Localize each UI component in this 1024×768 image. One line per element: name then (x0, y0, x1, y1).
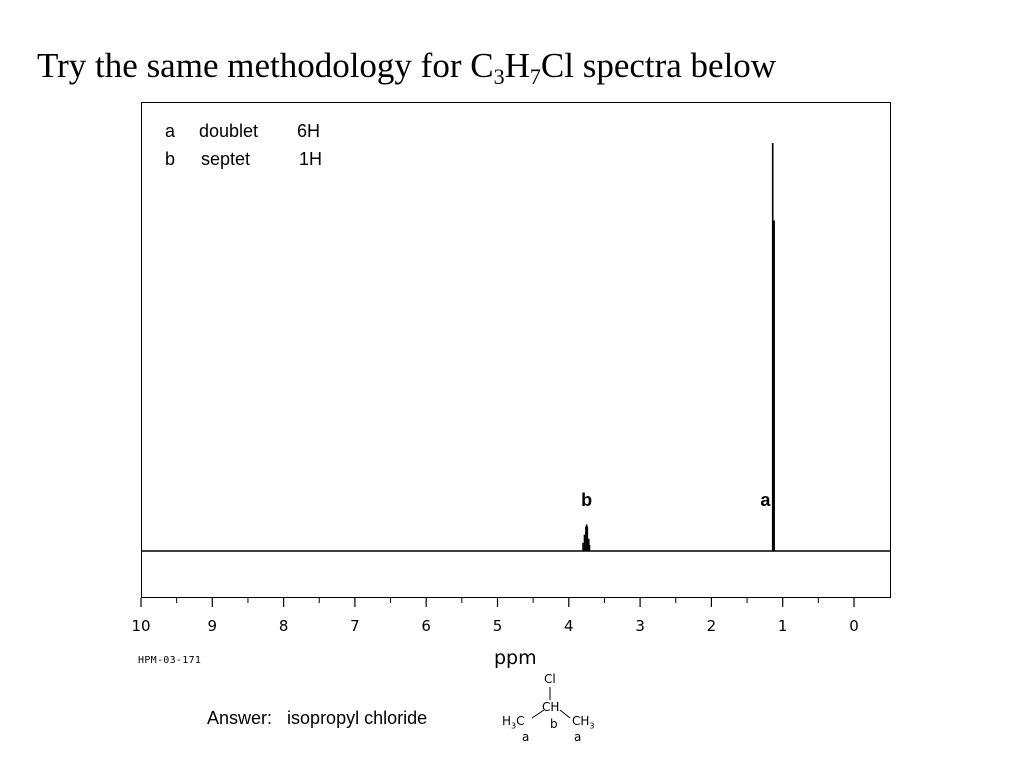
spectrum-plot-frame (141, 102, 891, 598)
peak-integration: 6H (297, 121, 321, 141)
x-axis-label: ppm (494, 647, 537, 669)
x-tick-label: 5 (493, 617, 503, 635)
peak-row-a: a doublet 6H (165, 117, 322, 145)
structure-label-a-left: a (522, 730, 530, 744)
structure-ch: CH (542, 700, 560, 714)
x-tick-label: 3 (635, 617, 645, 635)
x-tick-label: 8 (279, 617, 289, 635)
peak-integration: 1H (299, 149, 323, 169)
answer-line: Answer: isopropyl chloride (207, 708, 427, 729)
x-tick-label: 4 (564, 617, 574, 635)
structure-label-b: b (550, 717, 558, 731)
peak-assignment-table: a doublet 6H b septet 1H (165, 117, 322, 173)
peak-label-a: a (760, 490, 771, 510)
peak-label: a (165, 121, 176, 141)
structure-label-a-right: a (574, 730, 582, 744)
answer-compound: isopropyl chloride (287, 708, 428, 728)
x-tick-label: 9 (208, 617, 218, 635)
peak-multiplicity: septet (201, 149, 251, 169)
x-tick-label: 1 (778, 617, 788, 635)
x-tick-label: 0 (849, 617, 859, 635)
spectrum-id: HPM-03-171 (138, 655, 202, 666)
x-tick-label: 7 (350, 617, 360, 635)
structure-left-ch3: H3C (502, 714, 525, 731)
answer-prefix: Answer: (207, 708, 273, 728)
slide-title: Try the same methodology for C3H7Cl spec… (37, 46, 777, 89)
peak-row-b: b septet 1H (165, 145, 322, 173)
peak-multiplicity: doublet (199, 121, 259, 141)
structure-right-ch3: CH3 (572, 714, 595, 731)
structure-cl: Cl (544, 672, 556, 686)
peak-label: b (165, 149, 176, 169)
structure-bonds (531, 687, 571, 719)
x-tick-label: 6 (421, 617, 431, 635)
peak-label-b: b (581, 490, 592, 510)
x-tick-label: 10 (131, 617, 150, 635)
x-tick-label: 2 (707, 617, 717, 635)
